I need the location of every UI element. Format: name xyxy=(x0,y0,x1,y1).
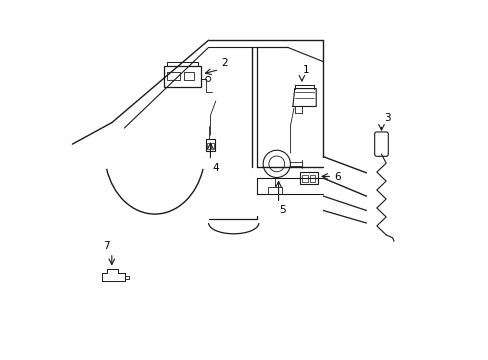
Text: 1: 1 xyxy=(303,65,309,75)
Text: 5: 5 xyxy=(279,205,285,215)
Circle shape xyxy=(263,150,290,177)
Bar xyxy=(205,139,215,150)
Bar xyxy=(309,175,314,182)
Bar xyxy=(211,143,214,149)
FancyBboxPatch shape xyxy=(374,132,387,156)
Bar xyxy=(163,66,201,87)
Text: 7: 7 xyxy=(103,241,110,251)
Circle shape xyxy=(268,156,284,172)
Text: 6: 6 xyxy=(333,172,340,182)
Bar xyxy=(183,72,193,80)
Bar xyxy=(301,175,308,182)
Text: 4: 4 xyxy=(212,163,219,173)
Bar xyxy=(267,187,282,194)
Bar xyxy=(166,72,180,80)
Text: 3: 3 xyxy=(384,113,390,123)
Bar xyxy=(300,172,317,184)
Circle shape xyxy=(205,76,210,81)
Bar xyxy=(206,143,210,149)
Text: 2: 2 xyxy=(221,58,227,68)
